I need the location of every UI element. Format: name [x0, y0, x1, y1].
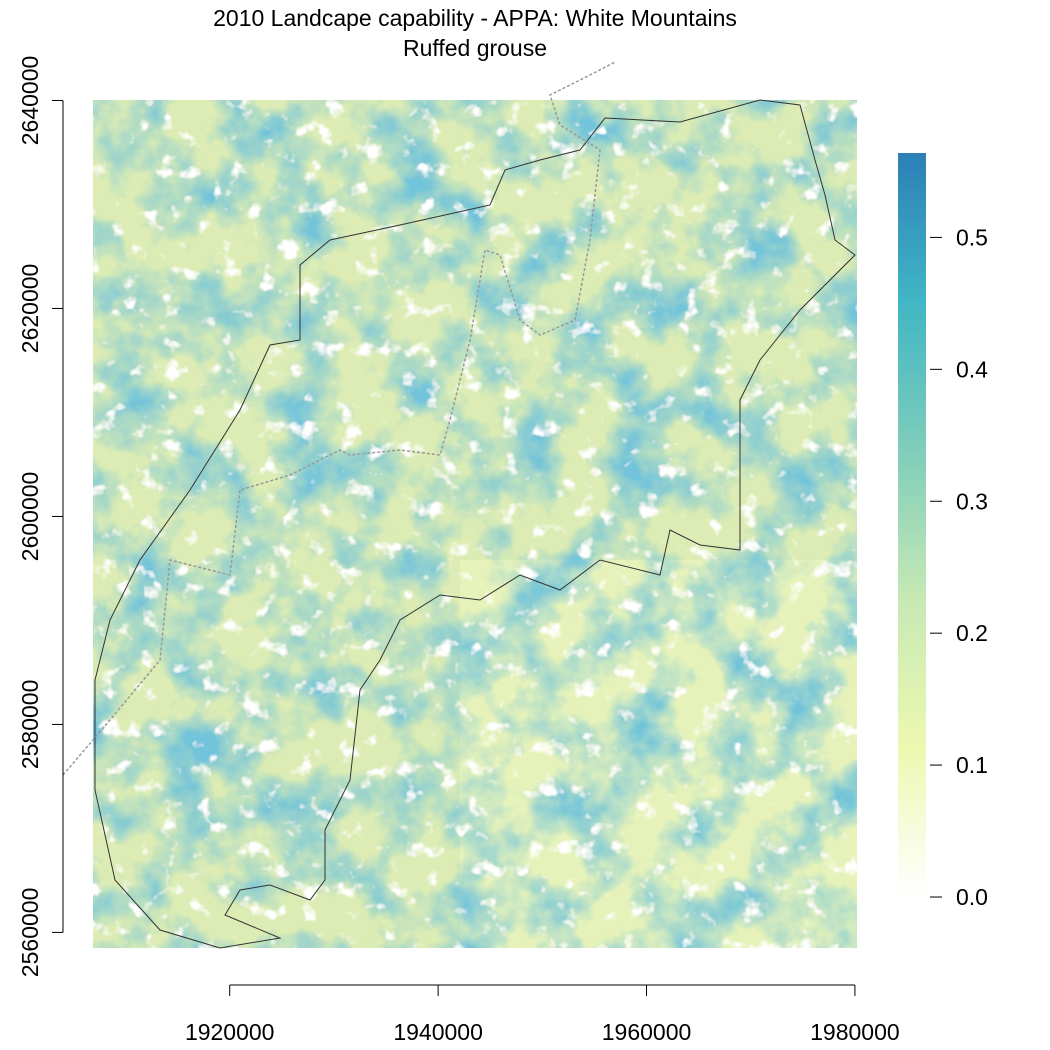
raster: [93, 100, 857, 948]
chart-subtitle: Ruffed grouse: [403, 35, 547, 61]
x-tick-label: 1980000: [810, 1019, 900, 1045]
colorbar-tick-label: 0.1: [956, 752, 988, 778]
colorbar-tick-label: 0.3: [956, 488, 988, 514]
chart-title: 2010 Landcape capability - APPA: White M…: [213, 5, 737, 31]
y-tick-label: 2620000: [17, 264, 43, 354]
y-tick-label: 2560000: [17, 888, 43, 978]
x-tick-label: 1940000: [393, 1019, 483, 1045]
y-tick-label: 2580000: [17, 680, 43, 770]
colorbar-tick-label: 0.5: [956, 224, 988, 250]
colorbar-tick-label: 0.2: [956, 620, 988, 646]
colorbar-tick-label: 0.4: [956, 356, 988, 382]
x-tick-label: 1920000: [185, 1019, 275, 1045]
colorbar-tick-label: 0.0: [956, 884, 988, 910]
y-tick-label: 2600000: [17, 472, 43, 562]
raster-texture: [93, 100, 857, 948]
colorbar: [898, 153, 926, 897]
y-tick-label: 2640000: [17, 56, 43, 146]
boundary: [94, 99, 856, 949]
dashed-boundary: [62, 61, 616, 776]
x-tick-label: 1960000: [602, 1019, 692, 1045]
